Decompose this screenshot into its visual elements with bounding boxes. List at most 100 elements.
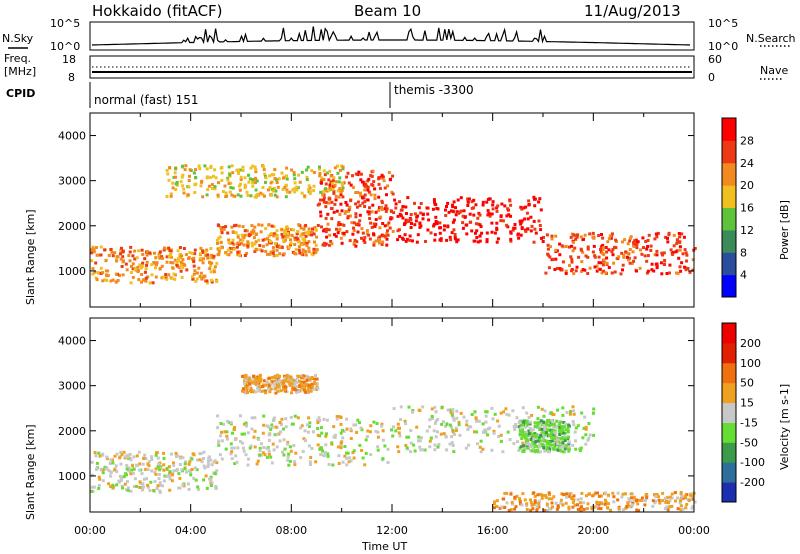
heatmap-cell bbox=[333, 183, 337, 187]
heatmap-cell bbox=[293, 463, 297, 467]
heatmap-cell bbox=[307, 250, 311, 254]
heatmap-cell bbox=[367, 212, 371, 216]
heatmap-cell bbox=[103, 465, 107, 469]
heatmap-cell bbox=[187, 462, 191, 466]
heatmap-cell bbox=[548, 424, 552, 428]
heatmap-cell bbox=[408, 234, 412, 238]
heatmap-cell bbox=[386, 447, 390, 451]
heatmap-cell bbox=[473, 410, 477, 414]
heatmap-cell bbox=[684, 268, 688, 272]
heatmap-cell bbox=[550, 501, 554, 505]
heatmap-cell bbox=[252, 374, 255, 378]
heatmap-cell bbox=[597, 501, 601, 505]
heatmap-cell bbox=[296, 376, 299, 380]
heatmap-cell bbox=[127, 254, 131, 257]
colorbar-swatch bbox=[722, 382, 736, 404]
heatmap-cell bbox=[188, 174, 191, 178]
heatmap-cell bbox=[419, 224, 423, 228]
heatmap-cell bbox=[576, 233, 580, 237]
heatmap-cell bbox=[664, 507, 667, 511]
heatmap-cell bbox=[495, 504, 499, 508]
heatmap-cell bbox=[520, 227, 524, 231]
heatmap-cell bbox=[228, 246, 232, 250]
heatmap-cell bbox=[298, 383, 302, 387]
heatmap-cell bbox=[277, 432, 281, 436]
heatmap-cell bbox=[141, 488, 144, 492]
heatmap-cell bbox=[561, 450, 565, 454]
heatmap-cell bbox=[428, 445, 432, 449]
heatmap-cell bbox=[518, 420, 522, 424]
heatmap-cell bbox=[91, 247, 95, 251]
heatmap-cell bbox=[280, 246, 284, 249]
heatmap-cell bbox=[629, 235, 633, 239]
heatmap-cell bbox=[157, 477, 161, 481]
heatmap-cell bbox=[454, 426, 458, 430]
heatmap-cell bbox=[278, 246, 282, 249]
heatmap-cell bbox=[470, 206, 474, 210]
heatmap-cell bbox=[576, 498, 580, 502]
heatmap-cell bbox=[128, 250, 132, 254]
heatmap-cell bbox=[574, 439, 577, 443]
heatmap-cell bbox=[517, 448, 521, 452]
heatmap-cell bbox=[213, 185, 217, 189]
heatmap-cell bbox=[115, 259, 119, 263]
heatmap-cell bbox=[209, 256, 213, 260]
heatmap-cell bbox=[396, 229, 400, 233]
heatmap-cell bbox=[233, 194, 237, 198]
heatmap-cell bbox=[198, 452, 202, 456]
heatmap-cell bbox=[217, 441, 220, 445]
heatmap-cell bbox=[150, 469, 154, 473]
heatmap-cell bbox=[144, 267, 148, 271]
heatmap-cell bbox=[155, 263, 158, 267]
heatmap-cell bbox=[361, 201, 365, 205]
heatmap-cell bbox=[97, 451, 101, 455]
heatmap-cell bbox=[531, 440, 535, 444]
colorbar-tick-label: 8 bbox=[740, 246, 747, 259]
heatmap-cell bbox=[294, 248, 298, 252]
heatmap-cell bbox=[465, 232, 469, 236]
heatmap-cell bbox=[354, 215, 358, 219]
heatmap-cell bbox=[537, 200, 541, 204]
heatmap-cell bbox=[561, 260, 565, 264]
heatmap-cell bbox=[220, 178, 224, 182]
heatmap-cell bbox=[178, 456, 182, 460]
heatmap-cell bbox=[291, 386, 295, 390]
heatmap-cell bbox=[332, 191, 336, 195]
heatmap-cell bbox=[284, 184, 288, 188]
heatmap-cell bbox=[655, 253, 659, 257]
heatmap-cell bbox=[290, 380, 294, 384]
heatmap-cell bbox=[481, 422, 485, 426]
heatmap-cell bbox=[333, 202, 337, 206]
cpid-label: CPID bbox=[6, 87, 36, 100]
heatmap-cell bbox=[372, 232, 375, 236]
heatmap-cell bbox=[631, 250, 635, 254]
heatmap-cell bbox=[454, 213, 458, 217]
heatmap-cell bbox=[522, 420, 526, 424]
heatmap-cell bbox=[174, 188, 178, 191]
heatmap-cell bbox=[336, 164, 339, 168]
heatmap-cell bbox=[529, 498, 532, 502]
heatmap-cell bbox=[258, 453, 262, 457]
heatmap-cell bbox=[350, 221, 354, 225]
heatmap-cell bbox=[245, 229, 249, 233]
heatmap-cell bbox=[145, 250, 149, 253]
heatmap-cell bbox=[539, 208, 543, 212]
heatmap-cell bbox=[90, 485, 94, 489]
heatmap-cell bbox=[536, 493, 540, 497]
heatmap-cell bbox=[392, 425, 395, 429]
heatmap-cell bbox=[492, 431, 496, 435]
heatmap-cell bbox=[150, 457, 154, 461]
heatmap-cell bbox=[490, 212, 494, 216]
heatmap-cell bbox=[206, 175, 210, 179]
heatmap-cell bbox=[466, 204, 470, 207]
heatmap-cell bbox=[373, 197, 377, 201]
heatmap-cell bbox=[97, 475, 101, 479]
heatmap-cell bbox=[369, 424, 373, 428]
heatmap-cell bbox=[635, 269, 638, 273]
heatmap-cell bbox=[517, 236, 521, 240]
heatmap-cell bbox=[588, 492, 591, 496]
heatmap-cell bbox=[374, 429, 378, 433]
heatmap-cell bbox=[280, 380, 284, 384]
heatmap-cell bbox=[339, 416, 343, 419]
heatmap-cell bbox=[118, 456, 122, 460]
